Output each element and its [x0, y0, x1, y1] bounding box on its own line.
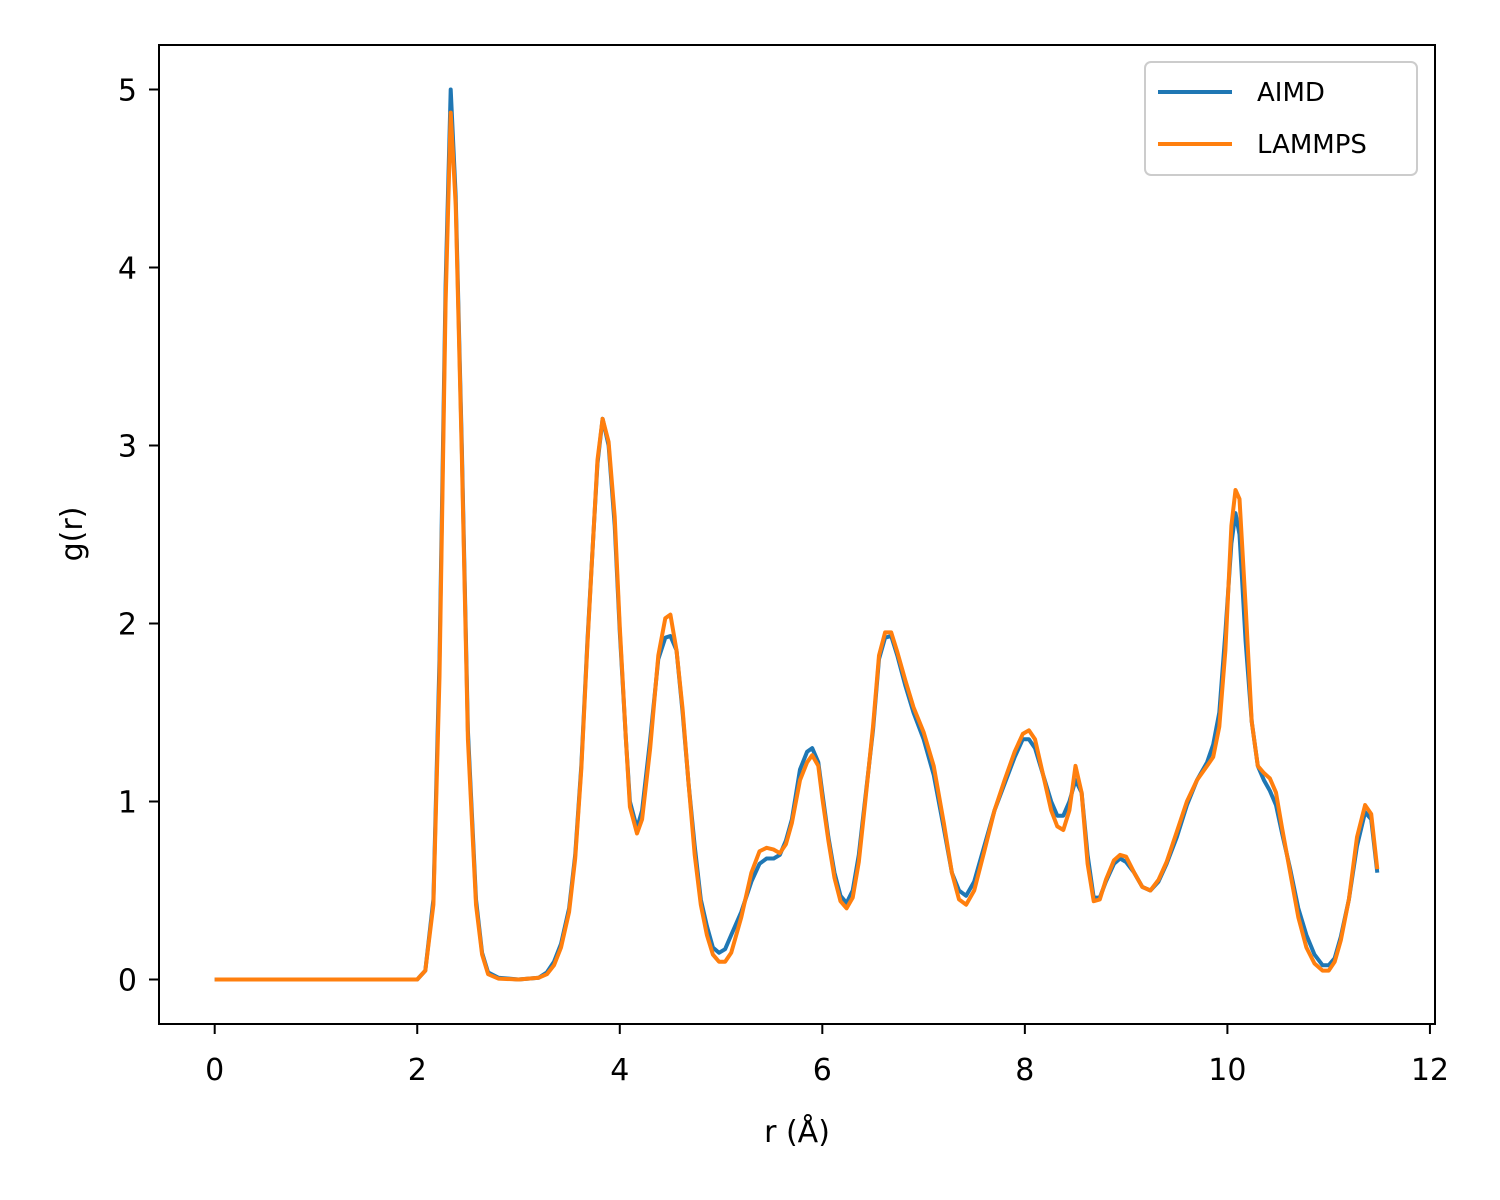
y-tick-label: 4: [118, 252, 137, 287]
series-layer: [214, 87, 1380, 982]
x-tick-label: 4: [610, 1053, 629, 1088]
y-tick-label: 5: [118, 74, 137, 109]
plot-area: [159, 45, 1435, 1024]
y-axis-label: g(r): [55, 507, 90, 562]
legend: AIMD LAMMPS: [1144, 61, 1418, 176]
x-tick-label: 0: [205, 1053, 224, 1088]
x-tick-label: 12: [1411, 1053, 1449, 1088]
y-axis: 0 1 2 3 4 5: [118, 74, 159, 999]
plot-frame: [158, 44, 1436, 1025]
y-tick-label: 0: [118, 964, 137, 999]
y-tick-label: 2: [118, 608, 137, 643]
x-tick-label: 8: [1015, 1053, 1034, 1088]
x-tick-label: 2: [408, 1053, 427, 1088]
legend-label-lammps: LAMMPS: [1257, 130, 1367, 160]
x-axis: 0 2 4 6 8 10 12: [205, 1024, 1449, 1088]
series-line-lammps: [214, 110, 1380, 982]
x-axis-label: r (Å): [764, 1114, 830, 1150]
y-tick-label: 3: [118, 430, 137, 465]
x-tick-label: 10: [1208, 1053, 1246, 1088]
y-tick-label: 1: [118, 786, 137, 821]
legend-label-aimd: AIMD: [1257, 78, 1325, 108]
x-tick-label: 6: [813, 1053, 832, 1088]
